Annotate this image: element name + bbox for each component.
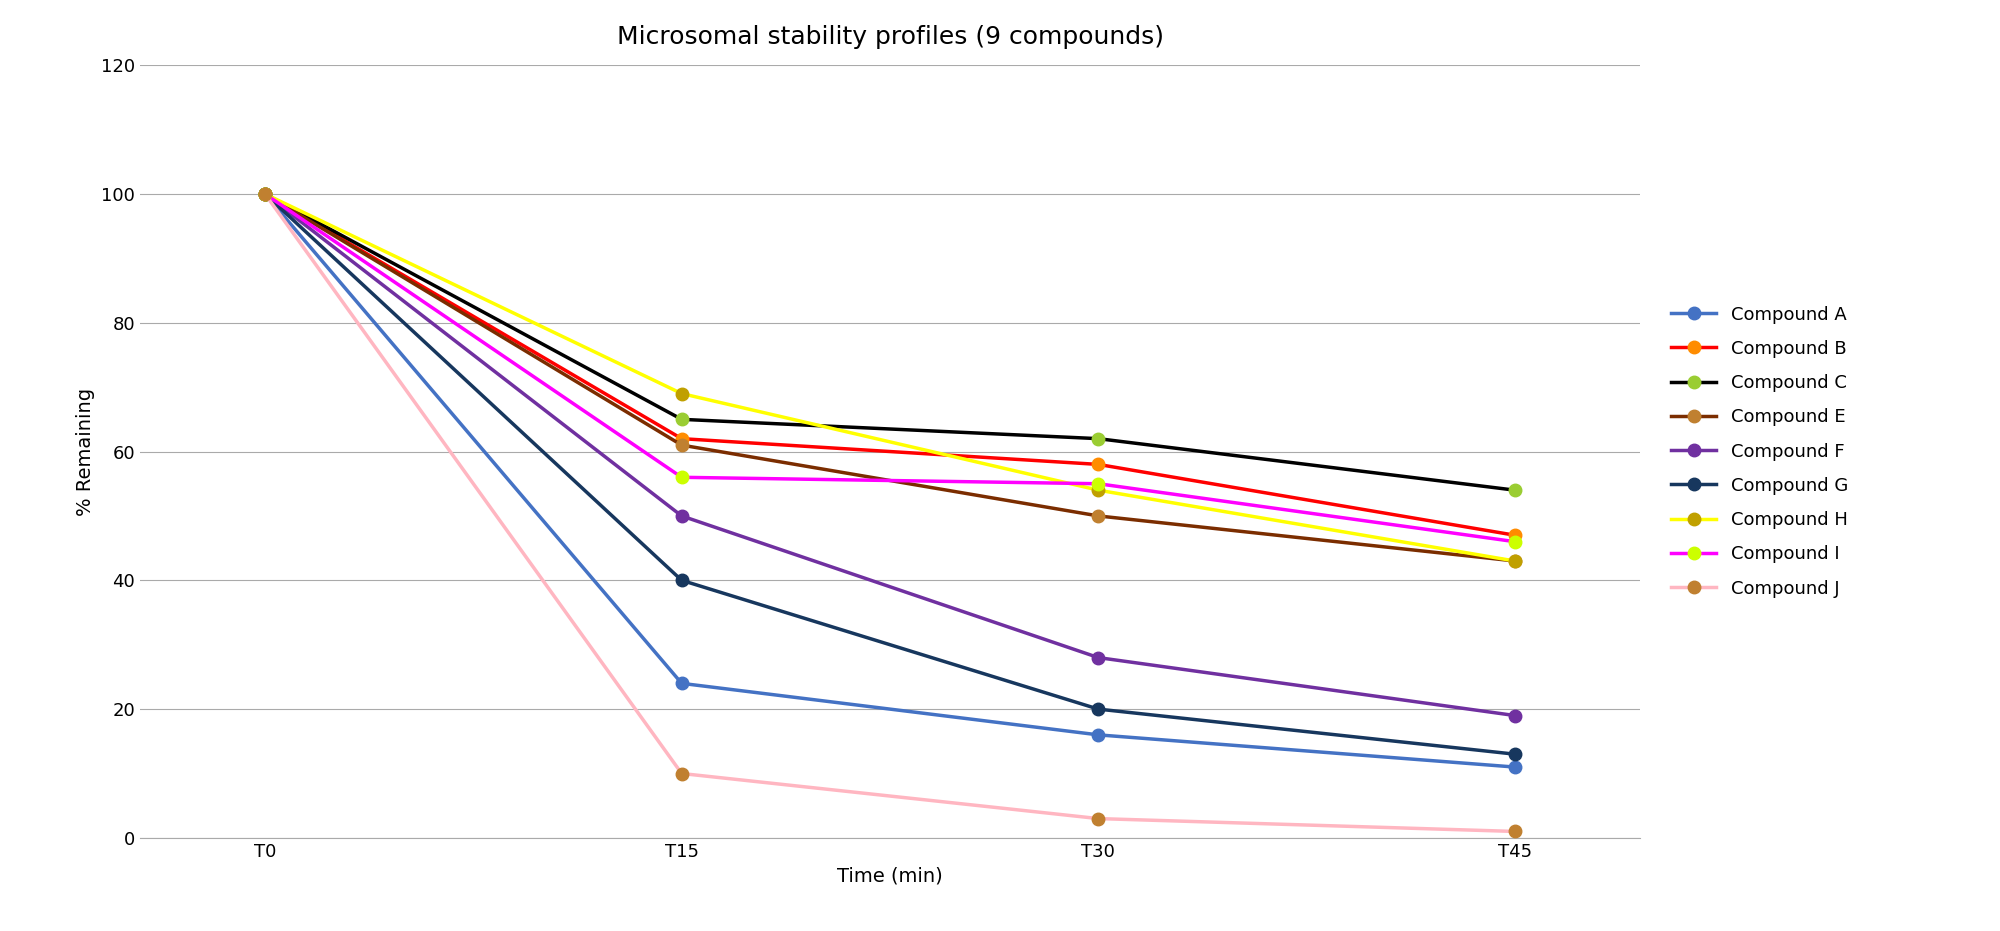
Compound C xyxy=(1504,485,1528,496)
Compound G xyxy=(670,574,694,586)
Compound F xyxy=(252,188,276,199)
Line: Compound F: Compound F xyxy=(258,188,1522,722)
Legend: Compound A, Compound B, Compound C, Compound E, Compound F, Compound G, Compound: Compound A, Compound B, Compound C, Comp… xyxy=(1664,298,1856,605)
Line: Compound I: Compound I xyxy=(258,188,1522,548)
Compound J xyxy=(1504,826,1528,837)
Compound G xyxy=(1086,704,1110,715)
Compound J xyxy=(1086,813,1110,824)
Compound E xyxy=(1086,510,1110,521)
Compound H xyxy=(1086,485,1110,496)
Compound E xyxy=(670,439,694,451)
Title: Microsomal stability profiles (9 compounds): Microsomal stability profiles (9 compoun… xyxy=(616,25,1164,49)
Compound I xyxy=(1086,479,1110,490)
Compound B xyxy=(670,433,694,444)
Compound G xyxy=(252,188,276,199)
Compound I xyxy=(252,188,276,199)
Compound E xyxy=(252,188,276,199)
Compound C xyxy=(670,413,694,425)
Compound H xyxy=(252,188,276,199)
Line: Compound G: Compound G xyxy=(258,188,1522,761)
Line: Compound C: Compound C xyxy=(258,188,1522,496)
Line: Compound B: Compound B xyxy=(258,188,1522,542)
Compound F xyxy=(1086,652,1110,663)
Compound A xyxy=(1504,762,1528,773)
Compound G xyxy=(1504,749,1528,760)
Compound J xyxy=(670,768,694,779)
Compound H xyxy=(670,388,694,399)
Line: Compound E: Compound E xyxy=(258,188,1522,567)
Compound J xyxy=(252,188,276,199)
Compound F xyxy=(1504,710,1528,722)
Compound C xyxy=(252,188,276,199)
Line: Compound H: Compound H xyxy=(258,188,1522,567)
Compound E xyxy=(1504,556,1528,567)
Compound F xyxy=(670,510,694,521)
X-axis label: Time (min): Time (min) xyxy=(838,867,942,885)
Compound B xyxy=(1504,530,1528,541)
Compound B xyxy=(252,188,276,199)
Compound B xyxy=(1086,459,1110,470)
Compound I xyxy=(1504,536,1528,547)
Y-axis label: % Remaining: % Remaining xyxy=(76,387,96,516)
Line: Compound A: Compound A xyxy=(258,188,1522,774)
Compound A xyxy=(252,188,276,199)
Compound A xyxy=(670,678,694,689)
Compound I xyxy=(670,472,694,483)
Compound A xyxy=(1086,729,1110,740)
Compound C xyxy=(1086,433,1110,444)
Line: Compound J: Compound J xyxy=(258,188,1522,838)
Compound H xyxy=(1504,556,1528,567)
